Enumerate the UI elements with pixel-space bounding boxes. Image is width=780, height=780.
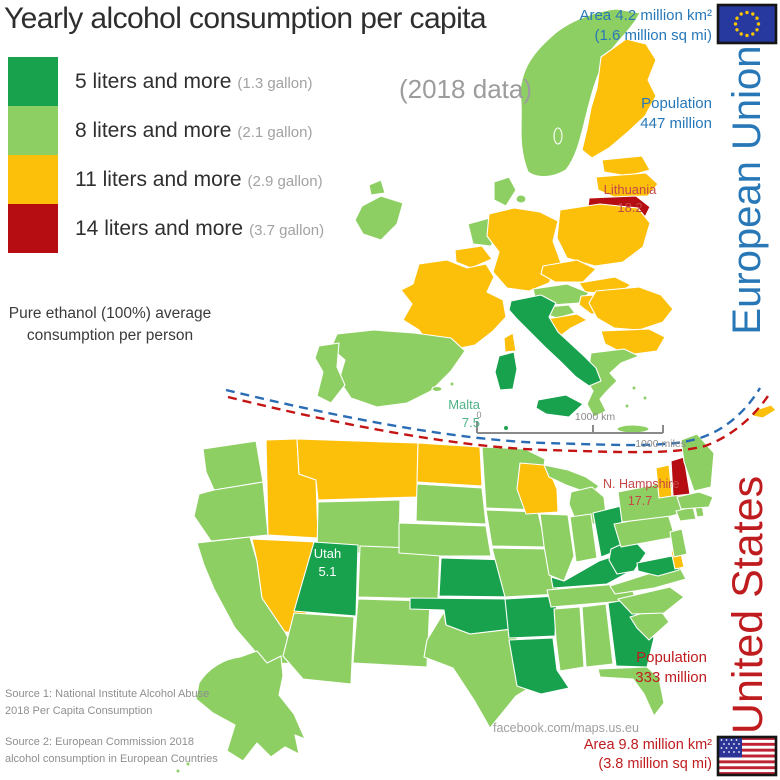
legend-item: 11 liters and more (2.9 gallon) xyxy=(8,155,324,204)
us-flag xyxy=(716,735,778,777)
region-eu-ireland-north xyxy=(368,179,386,196)
region-us-oregon xyxy=(193,481,269,542)
scale-bar xyxy=(476,421,664,434)
region-us-new-jersey xyxy=(669,528,688,558)
legend-swatch-light-green xyxy=(8,106,58,155)
eu-flag-stars xyxy=(733,10,761,38)
legend-swatch-orange xyxy=(8,155,58,204)
region-eu-estonia xyxy=(601,155,651,177)
region-us-north-carolina xyxy=(617,586,685,615)
region-us-vermont xyxy=(655,464,673,499)
map-separator-lines xyxy=(225,387,769,454)
eu-title-vertical: European Union xyxy=(724,45,769,335)
us-flag-stripes xyxy=(718,737,776,775)
region-eu-romania xyxy=(588,286,674,331)
us-map xyxy=(175,433,715,774)
region-us-arkansas xyxy=(504,595,558,639)
region-eu-belgium xyxy=(454,245,493,269)
region-us-nebraska xyxy=(398,522,492,557)
region-us-iowa xyxy=(485,509,547,548)
region-us-louisiana xyxy=(508,637,570,695)
region-eu-greek-islands xyxy=(624,385,648,409)
region-us-utah xyxy=(293,541,359,617)
region-eu-denmark-island xyxy=(515,194,527,204)
region-eu-malta xyxy=(502,424,510,432)
region-eu-bulgaria xyxy=(600,328,666,356)
legend: 5 liters and more (1.3 gallon) 8 liters a… xyxy=(8,57,324,253)
legend-gallons: (3.7 gallon) xyxy=(249,221,325,239)
region-us-texas xyxy=(423,611,537,729)
region-us-new-mexico xyxy=(352,598,431,668)
callout-new-hampshire: N. Hampshire 17.7 xyxy=(603,477,680,508)
region-us-massachusetts xyxy=(676,491,714,510)
legend-gallons: (2.9 gallon) xyxy=(247,172,323,190)
region-eu-latvia xyxy=(595,172,659,198)
callout-lithuania: Lithuania 18.2 xyxy=(603,182,657,215)
region-us-maryland xyxy=(636,555,680,577)
note-pure-ethanol: Pure ethanol (100%) average consumption … xyxy=(8,305,212,345)
callout-malta: Malta 7.5 xyxy=(448,397,480,430)
legend-label: 5 liters and more xyxy=(75,69,232,93)
scale-miles-label: 1000 miles xyxy=(635,438,686,450)
source-1: Source 1: National Institute Alcohol Abu… xyxy=(5,688,210,717)
legend-gallons: (2.1 gallon) xyxy=(237,123,313,141)
eu-map xyxy=(314,8,777,434)
eu-population-info: Population 447 million xyxy=(640,95,712,132)
region-eu-corsica xyxy=(503,332,517,353)
scale-zero-label: 0 xyxy=(476,410,481,420)
region-eu-italy xyxy=(508,294,602,387)
legend-label: 14 liters and more xyxy=(75,216,244,240)
legend-item: 5 liters and more (1.3 gallon) xyxy=(8,57,324,106)
separator-line-blue xyxy=(225,387,762,447)
scale-bar-labels: 0 1000 km 1000 miles xyxy=(476,410,686,450)
us-area-info: Area 9.8 million km² (3.8 million sq mi) xyxy=(583,737,712,772)
region-eu-sardinia xyxy=(494,351,518,391)
legend-swatch-green xyxy=(8,57,58,106)
region-us-alabama xyxy=(581,603,614,668)
facebook-link: facebook.com/maps.us.eu xyxy=(493,721,639,735)
callout-utah: Utah 5.1 xyxy=(313,546,342,579)
region-us-washington xyxy=(202,440,264,491)
legend-label: 11 liters and more xyxy=(75,167,242,191)
region-eu-sicily xyxy=(535,394,584,418)
legend-gallons: (1.3 gallon) xyxy=(237,74,313,92)
region-us-florida xyxy=(597,666,665,717)
legend-label: 8 liters and more xyxy=(75,118,232,142)
legend-swatch-red xyxy=(8,204,58,253)
source-2: Source 2: European Commission 2018 alcoh… xyxy=(5,736,218,765)
scale-km-label: 1000 km xyxy=(575,411,616,423)
region-us-north-dakota xyxy=(416,442,483,487)
region-us-south-dakota xyxy=(415,483,487,525)
region-eu-ireland xyxy=(354,195,404,241)
region-eu-finland xyxy=(581,38,657,159)
region-us-mississippi xyxy=(553,606,585,672)
scale-bar-line xyxy=(476,421,664,434)
legend-item: 14 liters and more (3.7 gallon) xyxy=(8,204,324,253)
us-population-info: Population 333 million xyxy=(635,649,707,686)
region-us-arizona xyxy=(282,612,355,685)
region-eu-portugal xyxy=(314,342,346,404)
region-eu-cyprus xyxy=(752,404,777,419)
region-us-alaska xyxy=(195,650,306,762)
us-title-vertical: United States xyxy=(723,475,772,735)
subtitle: (2018 data) xyxy=(399,74,532,104)
us-flag-stars xyxy=(720,739,740,753)
eu-flag xyxy=(716,3,778,45)
region-eu-balearics xyxy=(431,381,455,393)
page-title: Yearly alcohol consumption per capita xyxy=(4,2,487,35)
legend-item: 8 liters and more (2.1 gallon) xyxy=(8,106,324,155)
separator-line-red xyxy=(227,395,769,454)
region-eu-spain xyxy=(330,329,466,408)
region-eu-gotland xyxy=(553,127,563,145)
region-eu-france xyxy=(400,259,507,351)
region-eu-crete xyxy=(616,424,650,434)
region-us-aleutians xyxy=(175,761,191,774)
region-us-indiana xyxy=(569,513,598,563)
region-eu-denmark xyxy=(493,176,517,207)
eu-area-info: Area 4.2 million km² (1.6 million sq mi) xyxy=(579,7,712,44)
region-eu-poland xyxy=(556,203,651,267)
